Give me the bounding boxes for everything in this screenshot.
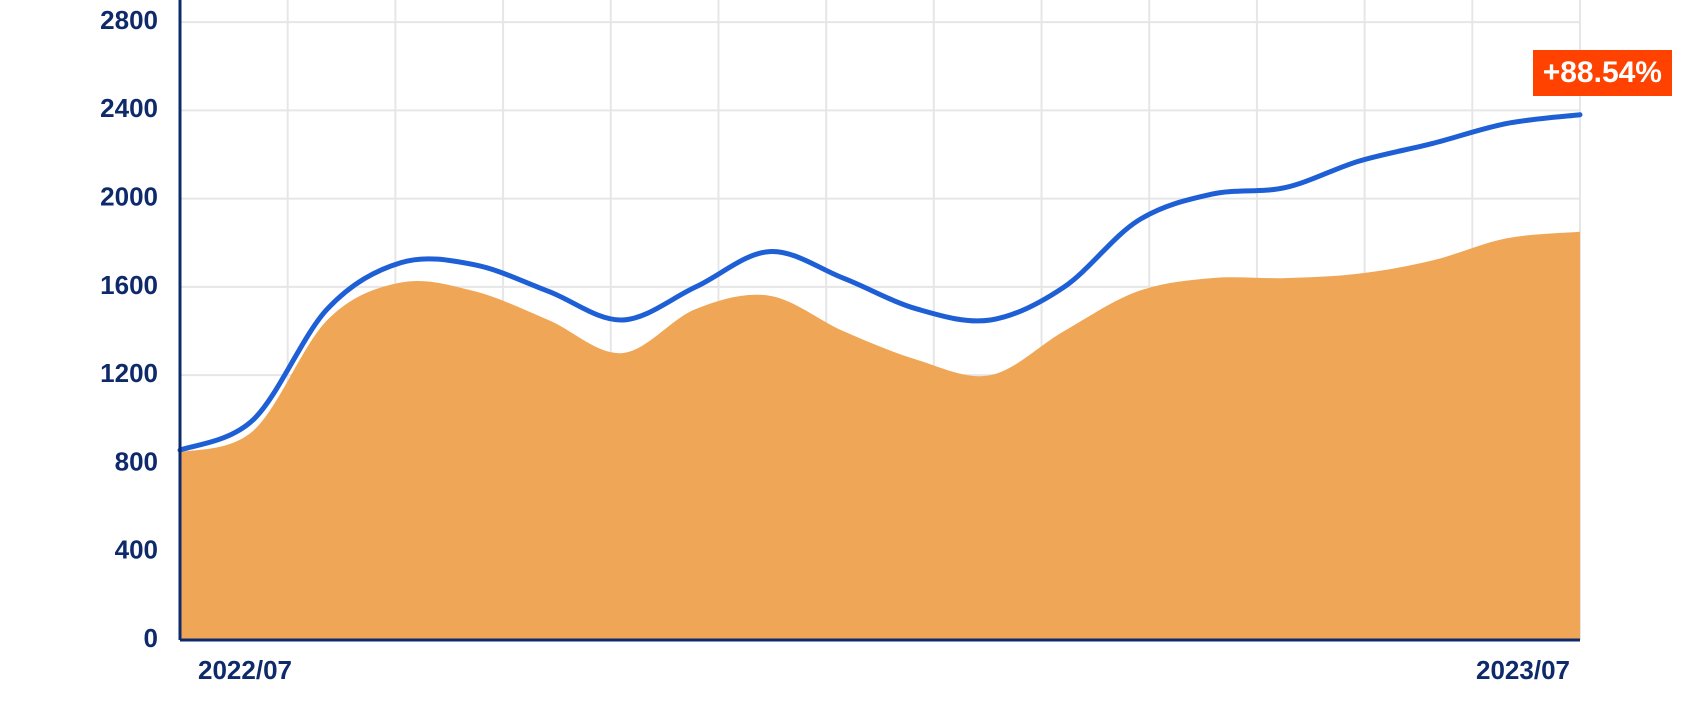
y-tick-label: 2400 [100,93,158,123]
chart-container: 0 400 800 1200 1600 2000 2400 2800 2022/07 2023/0… [0,0,1686,704]
x-end-label: 2023/07 [1476,655,1570,685]
y-tick-label: 800 [115,446,158,476]
chart-svg: 0 400 800 1200 1600 2000 2400 2800 2022/07 2023/0… [0,0,1686,704]
y-tick-label: 400 [115,535,158,565]
x-start-label: 2022/07 [198,655,292,685]
y-tick-label: 1200 [100,358,158,388]
percent-change-badge: +88.54% [1533,50,1672,96]
y-tick-label: 1600 [100,270,158,300]
y-tick-label: 0 [144,623,158,653]
percent-change-text: +88.54% [1543,56,1662,89]
y-tick-label: 2800 [100,5,158,35]
y-tick-label: 2000 [100,181,158,211]
